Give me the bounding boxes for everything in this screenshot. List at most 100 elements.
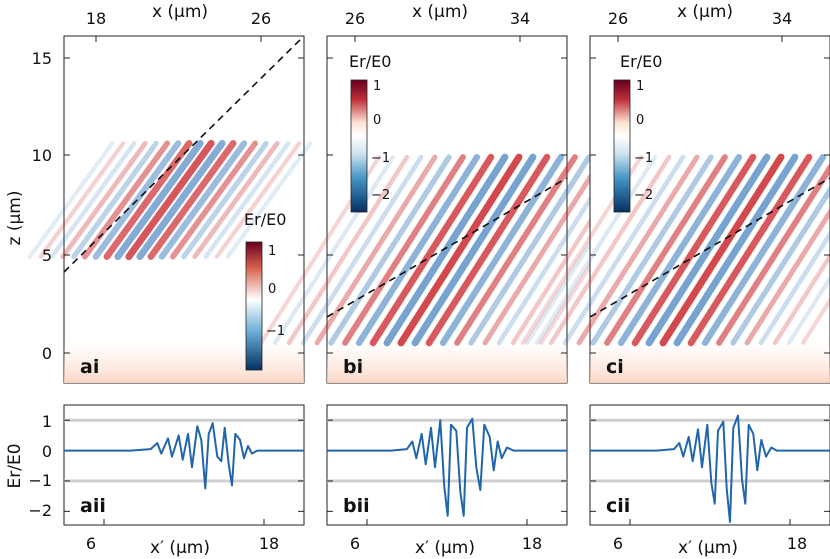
colorbar-tick: 0 (373, 113, 381, 128)
top-tick-label: 34 (772, 9, 792, 28)
y-tick-label: 10 (32, 146, 52, 165)
panel-label: bi (343, 356, 363, 378)
base-glow (64, 343, 304, 383)
field-stripe-negative (701, 153, 827, 347)
colorbar-tick: −2 (634, 188, 653, 203)
field-stripe-negative (617, 153, 743, 347)
x-axis-label: x′ (µm) (678, 538, 738, 558)
field-stripe-positive (548, 154, 672, 346)
field-stripe-positive (342, 154, 466, 346)
field-stripe-negative (328, 154, 452, 346)
field-stripe-positive (425, 153, 551, 347)
y-axis-label: z (µm) (5, 191, 25, 246)
field-stripe-negative (730, 185, 830, 346)
x-tick-label: 18 (787, 534, 807, 553)
field-stripe-negative (411, 153, 537, 347)
field-stripe-positive (772, 252, 830, 346)
field-stripe-positive (369, 153, 495, 347)
series-line (64, 422, 304, 490)
field-stripe-positive (604, 154, 728, 346)
top-ticks (64, 36, 830, 354)
colorbar-tick: −2 (371, 188, 390, 203)
series-line (590, 414, 830, 523)
field-stripe-positive (397, 153, 523, 347)
dashed-line (589, 177, 830, 318)
x-axis-label: x′ (µm) (150, 538, 210, 558)
top-x-axis-label: x (µm) (412, 2, 468, 22)
y-tick-label: 0 (42, 344, 52, 363)
field-stripe-positive (60, 140, 148, 260)
field-stripe-negative (562, 154, 686, 346)
heatmap-field (520, 153, 830, 383)
y-tick-label: 1 (42, 412, 52, 431)
field-stripe-negative (355, 153, 481, 347)
plot-frame (63, 404, 305, 526)
field-stripe-negative (645, 153, 771, 347)
field-stripe-negative (786, 274, 830, 346)
top-x-axis-label: x (µm) (152, 2, 208, 22)
colorbar-a: Er/E0 1 0 −1 (244, 210, 286, 371)
y-tick-label: −1 (28, 471, 52, 490)
field-stripe-negative (758, 229, 830, 346)
field-stripe-negative (49, 141, 137, 259)
field-stripe-negative (158, 140, 248, 260)
base-glow (327, 343, 567, 383)
field-stripe-negative (383, 153, 509, 347)
top-tick-label: 26 (345, 9, 365, 28)
colorbar-tick: 0 (636, 113, 644, 128)
panel-label: cii (606, 495, 630, 517)
field-stripe-negative (590, 154, 714, 346)
line-plot (590, 414, 830, 525)
y-tick-label: 0 (42, 442, 52, 461)
field-stripe-negative (203, 141, 291, 259)
x-tick-label: 6 (613, 534, 623, 553)
colorbar-c: Er/E0 1 0 −1 −2 (613, 52, 662, 213)
field-stripe-positive (576, 154, 700, 346)
y-axis-label: Er/E0 (5, 443, 25, 488)
field-stripe-positive (38, 141, 126, 259)
field-stripe-positive (170, 140, 258, 260)
colorbar-tick: 1 (373, 79, 381, 94)
y-tick-label: 15 (32, 49, 52, 68)
field-stripe-positive (454, 154, 578, 346)
top-tick-label: 18 (86, 9, 106, 28)
field-stripe-negative (136, 139, 226, 261)
colorbar-tick: 0 (268, 282, 276, 297)
panel-a-bottom (63, 404, 305, 526)
field-stripe-negative (71, 140, 159, 260)
colorbar-title: Er/E0 (349, 52, 391, 71)
panel-label: ai (80, 356, 99, 378)
panel-b-bottom (326, 404, 568, 526)
colorbar-tick: 1 (636, 79, 644, 94)
colorbar-tick: −1 (266, 324, 285, 339)
y-tick-label: −2 (28, 501, 52, 520)
field-stripe-negative (181, 140, 269, 260)
dashed-line (63, 35, 305, 273)
field-stripe-positive (214, 141, 302, 259)
line-plot (64, 418, 304, 525)
field-stripe-negative (272, 154, 396, 346)
field-stripe-negative (300, 154, 424, 346)
field-stripe-positive (659, 153, 785, 347)
field-stripe-negative (114, 139, 204, 261)
x-tick-label: 6 (86, 534, 96, 553)
colorbar-tick: −1 (371, 151, 390, 166)
field-stripe-positive (125, 139, 215, 261)
top-x-axis-label: x (µm) (677, 2, 733, 22)
colorbar-title: Er/E0 (620, 52, 662, 71)
field-stripe-negative (27, 141, 115, 259)
x-axis-label: x′ (µm) (415, 538, 475, 558)
heatmap-field (258, 153, 662, 383)
dashed-line (326, 177, 568, 318)
colorbar-tick: 1 (268, 244, 276, 259)
base-glow (590, 343, 830, 383)
field-stripe-positive (631, 153, 757, 347)
field-stripe-positive (800, 296, 830, 345)
x-tick-label: 6 (350, 534, 360, 553)
panel-c-bottom (589, 404, 830, 526)
colorbar-b: Er/E0 1 0 −1 −2 (349, 52, 391, 213)
field-stripe-negative (673, 153, 799, 347)
field-stripe-negative (439, 153, 565, 347)
series-line (327, 417, 567, 517)
